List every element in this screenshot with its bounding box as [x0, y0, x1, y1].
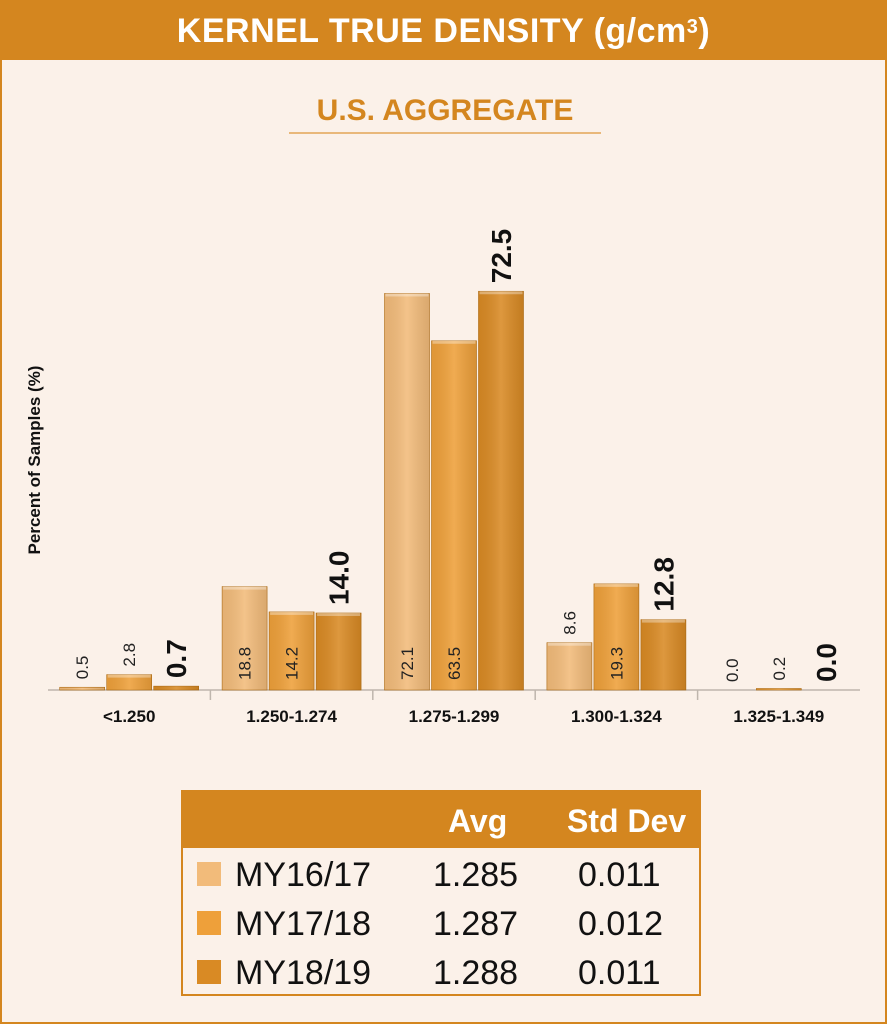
- std-dev-value: 0.011: [578, 954, 661, 992]
- stats-row: MY17/18 1.287 0.012: [183, 899, 699, 948]
- bar-shading: [384, 293, 430, 690]
- bar-highlight: [432, 340, 476, 344]
- bar-highlight: [385, 293, 429, 297]
- bar-chart: Percent of Samples (%) <1.250 0.5 2.8 0.7 1.2…: [25, 229, 860, 726]
- x-tick-label: <1.250: [103, 707, 155, 726]
- x-tick-label: 1.300-1.324: [571, 707, 662, 726]
- bar-shading: [640, 619, 686, 690]
- bar-shading: [153, 686, 199, 690]
- data-label: 14.2: [283, 647, 302, 680]
- x-tick-label: 1.325-1.349: [733, 707, 824, 726]
- bar-shading: [59, 687, 105, 690]
- data-label: 8.6: [560, 611, 579, 635]
- bar-shading: [316, 613, 362, 690]
- bar-highlight: [594, 583, 638, 587]
- bar-highlight: [479, 291, 523, 295]
- title-text: KERNEL TRUE DENSITY (g/cm: [176, 11, 687, 50]
- std-dev-value: 0.011: [578, 856, 661, 894]
- title-close: ): [698, 11, 711, 50]
- data-label: 18.8: [236, 647, 255, 680]
- bar-highlight: [317, 613, 361, 616]
- avg-value: 1.288: [433, 954, 519, 992]
- bar-shading: [431, 340, 477, 690]
- avg-value: 1.285: [433, 856, 519, 894]
- bar-shading: [269, 611, 315, 690]
- data-label: 2.8: [120, 643, 139, 667]
- data-label: 72.5: [486, 229, 517, 284]
- std-dev-value: 0.012: [578, 905, 664, 943]
- bar-shading: [546, 642, 592, 690]
- x-tick-label: 1.275-1.299: [409, 707, 500, 726]
- data-label: 0.0: [723, 658, 742, 682]
- series-name: MY16/17: [235, 856, 372, 894]
- stats-table-body: MY16/17 1.285 0.011 MY17/18 1.287 0.012 MY18/1…: [183, 850, 699, 997]
- data-label: 63.5: [445, 647, 464, 680]
- x-tick-label: 1.250-1.274: [246, 707, 337, 726]
- data-label: 14.0: [324, 551, 355, 606]
- bar-highlight: [223, 586, 267, 590]
- series-name: MY17/18: [235, 905, 372, 943]
- series-name: MY18/19: [235, 954, 372, 992]
- bar-highlight: [107, 674, 151, 678]
- bar-highlight: [547, 642, 591, 646]
- stats-row: MY16/17 1.285 0.011: [183, 850, 699, 899]
- data-label: 72.1: [398, 647, 417, 680]
- avg-value: 1.287: [433, 905, 519, 943]
- page-title: KERNEL TRUE DENSITY (g/cm 3): [2, 2, 885, 60]
- bar-shading: [222, 586, 268, 690]
- chart-title: U.S. AGGREGATE: [289, 94, 601, 134]
- avg-header: Avg: [448, 803, 508, 839]
- legend-swatch: [197, 862, 221, 886]
- y-axis-label: Percent of Samples (%): [25, 366, 44, 555]
- stats-table: Avg Std Dev MY16/17 1.285 0.011 MY17/18 1.28…: [181, 790, 701, 996]
- bar-highlight: [270, 611, 314, 615]
- bar-shading: [106, 674, 152, 690]
- data-label: 19.3: [607, 647, 626, 680]
- std-dev-header: Std Dev: [567, 803, 687, 839]
- data-label: 12.8: [648, 557, 679, 612]
- data-label: 0.5: [73, 656, 92, 680]
- bar-shading: [478, 291, 524, 690]
- bar-highlight: [641, 619, 685, 623]
- data-label: 0.2: [770, 657, 789, 681]
- stats-row: MY18/19 1.288 0.011: [183, 948, 699, 997]
- data-label: 0.0: [811, 643, 842, 682]
- legend-swatch: [197, 960, 221, 984]
- title-superscript: 3: [686, 15, 699, 38]
- bar-shading: [756, 688, 802, 690]
- legend-swatch: [197, 911, 221, 935]
- bar-shading: [593, 583, 639, 690]
- data-label: 0.7: [161, 639, 192, 678]
- stats-table-header: Avg Std Dev: [183, 792, 699, 848]
